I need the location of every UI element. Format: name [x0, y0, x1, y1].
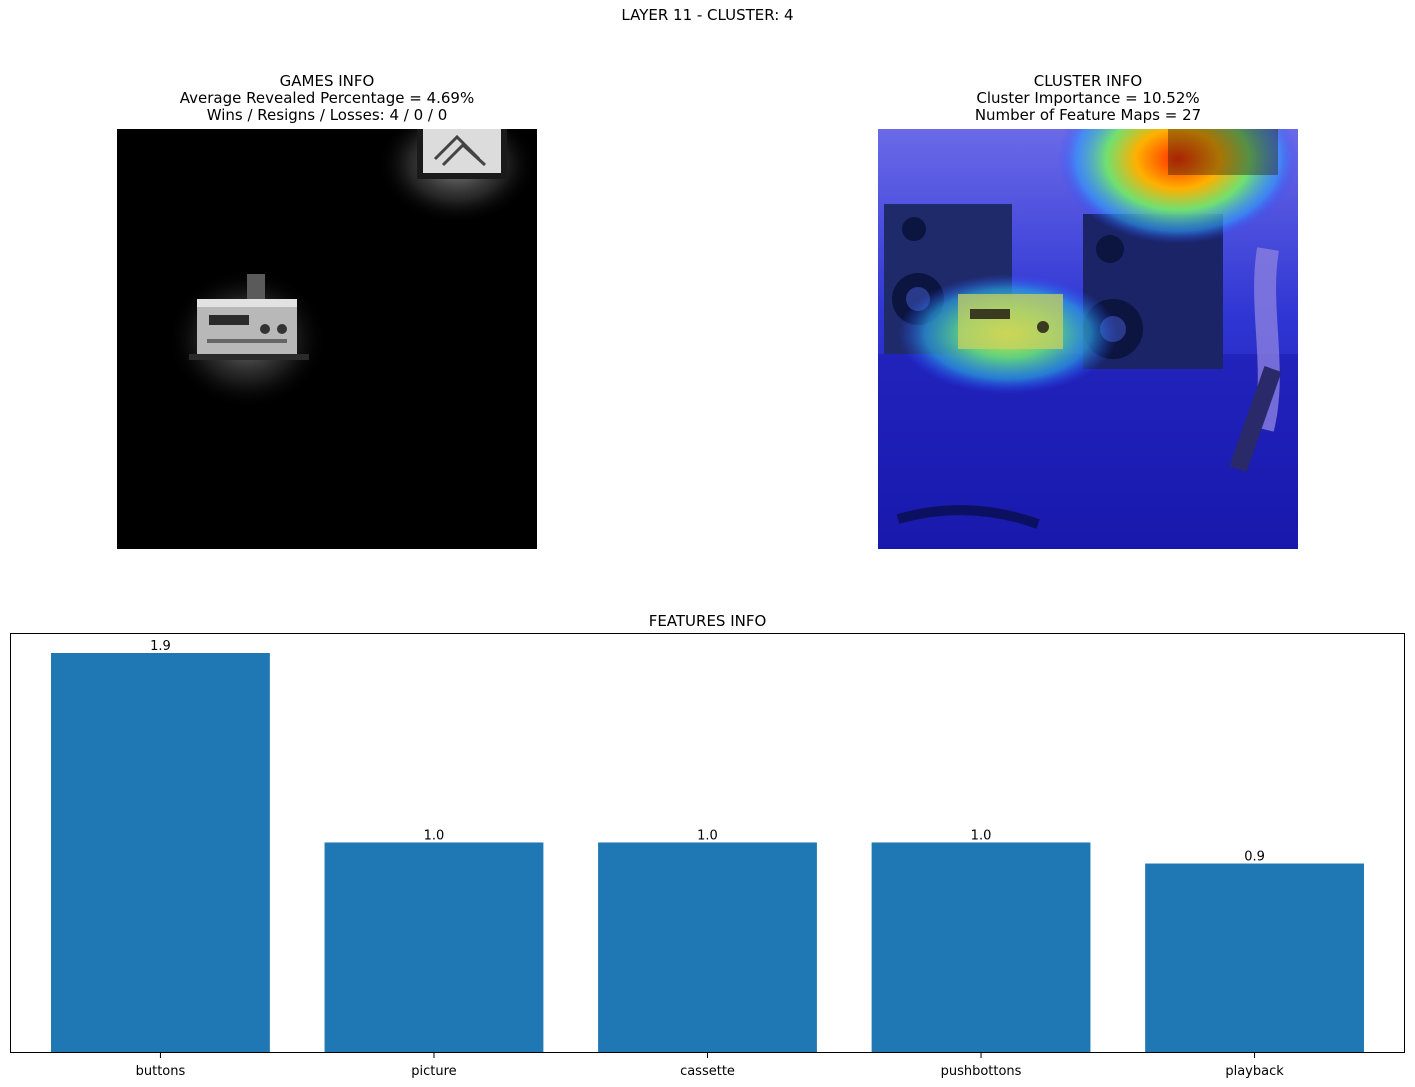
revealed-image-render	[167, 129, 537, 409]
bar-picture	[324, 842, 544, 1053]
bar-value-label: 1.0	[697, 828, 718, 843]
bar-buttons	[51, 653, 270, 1053]
games-info-results: Wins / Resigns / Losses: 4 / 0 / 0	[206, 106, 448, 124]
bar-pushbottons	[871, 842, 1091, 1053]
bar-value-label: 1.9	[150, 639, 171, 654]
bar-value-label: 0.9	[1244, 850, 1265, 865]
bar-value-label: 1.0	[971, 828, 992, 843]
chart-title: FEATURES INFO	[648, 612, 767, 630]
x-tick-label: buttons	[136, 1064, 186, 1079]
x-tick-label: pushbottons	[941, 1064, 1022, 1079]
bar-playback	[1145, 863, 1364, 1053]
revealed-image	[117, 129, 537, 549]
chart-axes-frame	[10, 633, 1405, 1053]
bar-cassette	[598, 842, 817, 1053]
games-info-revealed-percentage: Average Revealed Percentage = 4.69%	[179, 89, 475, 107]
heatmap-overlay-render	[878, 129, 1298, 549]
heatmap-overlay-image	[878, 129, 1298, 549]
x-tick-label: picture	[411, 1064, 456, 1079]
figure-suptitle: LAYER 11 - CLUSTER: 4	[621, 6, 794, 24]
cluster-importance: Cluster Importance = 10.52%	[976, 89, 1200, 107]
x-tick-label: cassette	[680, 1064, 735, 1079]
cluster-info-title: CLUSTER INFO	[1033, 72, 1143, 90]
cluster-info-title-block: CLUSTER INFO Cluster Importance = 10.52%…	[878, 73, 1298, 124]
x-tick-label: playback	[1225, 1064, 1284, 1079]
bar-value-label: 1.0	[424, 828, 445, 843]
games-info-title: GAMES INFO	[279, 72, 375, 90]
games-info-title-block: GAMES INFO Average Revealed Percentage =…	[117, 73, 537, 124]
feature-map-count: Number of Feature Maps = 27	[974, 106, 1202, 124]
